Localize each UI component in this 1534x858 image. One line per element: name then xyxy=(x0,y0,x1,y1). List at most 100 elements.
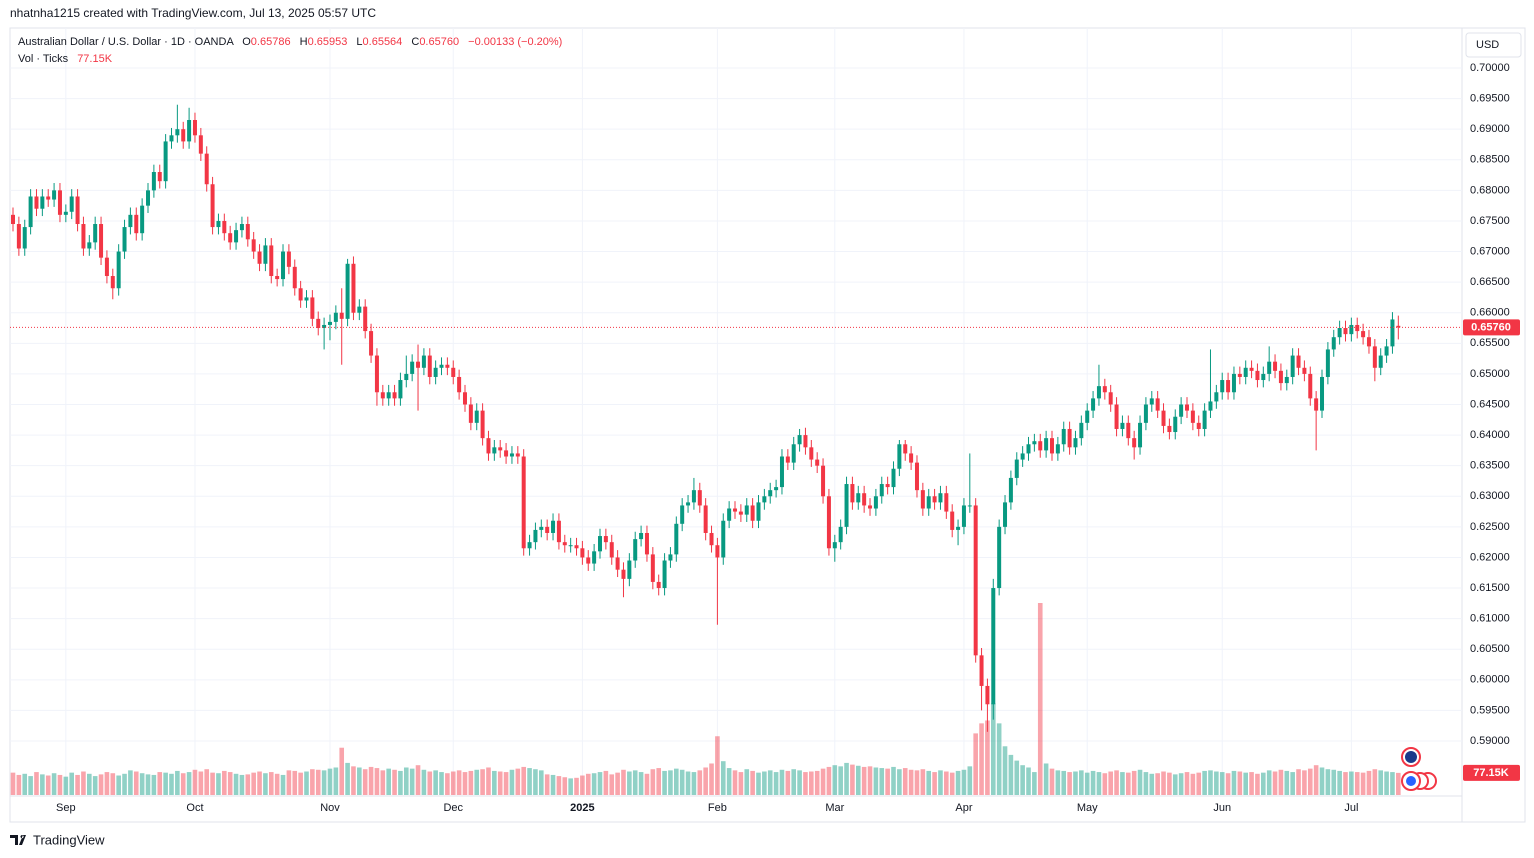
volume-bar xyxy=(926,770,932,795)
volume-bar xyxy=(779,769,785,795)
volume-bar xyxy=(855,765,861,795)
candle-body xyxy=(1179,404,1184,417)
volume-bar xyxy=(492,770,497,795)
candle-body xyxy=(457,376,462,393)
candle-body xyxy=(1214,392,1219,402)
volume-bar xyxy=(462,772,468,795)
candle-body xyxy=(1155,398,1160,411)
candle-body xyxy=(1085,410,1090,423)
candle-body xyxy=(416,361,421,368)
candle-body xyxy=(1366,337,1371,347)
volume-bar xyxy=(40,774,45,795)
volume-bar xyxy=(627,771,632,795)
y-tick-label: 0.68500 xyxy=(1470,154,1510,166)
candle-body xyxy=(1003,502,1008,527)
candle-body xyxy=(345,263,350,319)
candle-body xyxy=(93,224,98,243)
candle-body xyxy=(879,484,884,497)
currency-button[interactable] xyxy=(1465,32,1522,58)
volume-bar xyxy=(861,766,867,795)
x-tick-label: 2025 xyxy=(570,802,594,814)
candle-body xyxy=(210,184,215,228)
volume-bar xyxy=(1014,760,1020,795)
volume-bar xyxy=(245,774,251,795)
volume-bar xyxy=(1137,769,1143,795)
volume-bar xyxy=(585,773,591,795)
candle-body xyxy=(774,487,779,491)
candle-body xyxy=(639,532,644,540)
volume-bar xyxy=(1261,772,1266,795)
volume-bar xyxy=(1366,770,1372,795)
volume-bar xyxy=(257,771,262,795)
candle-body xyxy=(856,493,861,503)
volume-bar xyxy=(668,770,673,795)
candle-body xyxy=(63,211,68,215)
candle-body xyxy=(292,266,297,289)
candle-body xyxy=(533,529,538,543)
volume-bar xyxy=(820,768,826,795)
candle-body xyxy=(768,490,773,497)
high-value: 0.65953 xyxy=(308,36,348,48)
footer-text: TradingView xyxy=(33,832,105,847)
x-tick-label: Oct xyxy=(186,802,203,814)
candle-body xyxy=(580,548,585,558)
volume-bar xyxy=(445,773,450,795)
volume-bar xyxy=(427,771,433,795)
candle-body xyxy=(1138,422,1143,448)
volume-bar xyxy=(1313,765,1319,795)
candle-body xyxy=(844,484,849,527)
candle-body xyxy=(509,453,514,457)
candle-body xyxy=(1091,398,1096,411)
y-tick-label: 0.70000 xyxy=(1470,62,1510,74)
volume-bar xyxy=(809,771,814,795)
candle-body xyxy=(821,465,826,497)
candle-body xyxy=(1038,441,1043,451)
volume-bar xyxy=(1049,768,1055,795)
y-tick-label: 0.59500 xyxy=(1470,704,1510,716)
x-tick-label: Mar xyxy=(825,802,844,814)
candle-body xyxy=(363,306,368,332)
watermark: nhatnha1215 created with TradingView.com… xyxy=(10,6,376,20)
candle-body xyxy=(826,496,831,549)
volume-bar xyxy=(1290,772,1295,795)
candle-body xyxy=(556,520,561,543)
candle-body xyxy=(1061,428,1066,445)
volume-bar xyxy=(632,770,638,795)
candle-body xyxy=(1349,324,1354,335)
volume-bar xyxy=(803,772,808,795)
volume-bar xyxy=(198,771,204,795)
volume-bar xyxy=(1208,770,1213,795)
volume-bar xyxy=(163,772,168,795)
candle-body xyxy=(668,554,673,561)
volume-bar xyxy=(315,769,321,795)
currency-label[interactable]: USD xyxy=(1476,39,1499,51)
candle-body xyxy=(316,318,321,329)
close-label: C xyxy=(411,36,419,48)
volume-bar xyxy=(832,765,838,795)
volume-bar xyxy=(720,761,726,795)
y-tick-label: 0.63000 xyxy=(1470,490,1510,502)
candle-body xyxy=(492,447,497,454)
volume-bar xyxy=(879,768,885,795)
candle-body xyxy=(216,220,221,228)
candle-body xyxy=(11,214,15,225)
volume-bar xyxy=(967,766,973,795)
volume-bar xyxy=(63,776,69,795)
volume-bar xyxy=(398,770,403,795)
volume-bar xyxy=(22,773,28,795)
volume-bar xyxy=(885,768,890,795)
volume-bar xyxy=(891,766,896,795)
y-tick-label: 0.59000 xyxy=(1470,735,1510,747)
candle-body xyxy=(1273,361,1278,371)
candle-body xyxy=(427,355,432,377)
volume-bar xyxy=(785,770,791,795)
volume-bar xyxy=(1096,772,1102,795)
volume-bar xyxy=(955,770,961,795)
flag-icons xyxy=(1401,747,1437,791)
volume-bar xyxy=(433,770,438,795)
candle-body xyxy=(57,190,62,215)
volume-bar xyxy=(773,772,779,795)
volume-bar xyxy=(873,767,879,795)
y-tick-label: 0.65500 xyxy=(1470,337,1510,349)
